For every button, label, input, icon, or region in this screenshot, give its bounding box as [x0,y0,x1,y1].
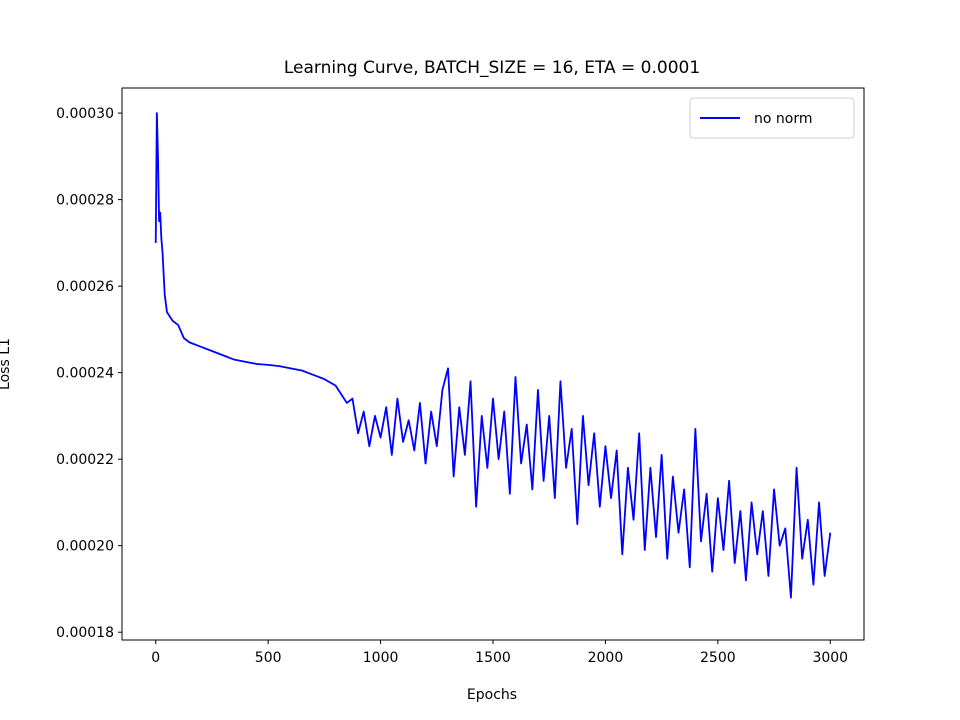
y-axis-label: Loss L1 [0,338,13,390]
x-tick-label: 3000 [812,650,848,666]
x-axis-label: Epochs [467,687,517,703]
y-tick-label: 0.00022 [56,452,114,468]
x-tick-label: 2500 [700,650,736,666]
y-tick-label: 0.00028 [56,193,114,209]
y-tick-label: 0.00020 [56,539,114,555]
x-tick-label: 1000 [363,650,399,666]
x-tick-label: 2000 [588,650,624,666]
plot-frame [121,87,865,641]
y-tick-label: 0.00030 [56,106,114,122]
x-tick-label: 0 [151,650,160,666]
legend-box [689,97,855,139]
y-tick-label: 0.00026 [56,279,114,295]
x-tick-label: 1500 [475,650,511,666]
line-series [154,112,832,599]
y-tick-label: 0.00024 [56,366,114,382]
chart-title: Learning Curve, BATCH_SIZE = 16, ETA = 0… [284,58,700,78]
x-tick-label: 500 [255,650,282,666]
y-tick-label: 0.00018 [56,625,114,641]
legend-label: no norm [754,111,812,127]
